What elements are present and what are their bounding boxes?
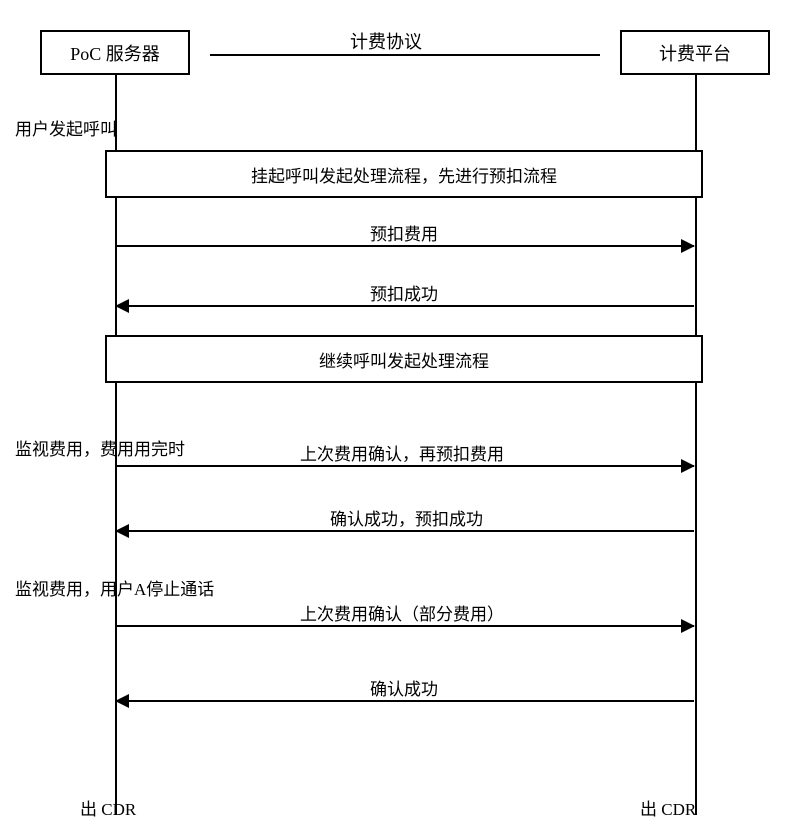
message-line [116, 625, 694, 627]
message-label: 预扣费用 [370, 220, 438, 245]
participant-billing-platform: 计费平台 [620, 30, 770, 75]
activation-label: 继续呼叫发起处理流程 [319, 347, 489, 372]
protocol-label: 计费协议 [350, 28, 422, 54]
message-line [116, 700, 694, 702]
arrow-left-icon [115, 524, 129, 538]
protocol-line [210, 54, 600, 56]
activation-continue-call: 继续呼叫发起处理流程 [105, 335, 703, 383]
message-label: 预扣成功 [370, 280, 438, 305]
arrow-left-icon [115, 299, 129, 313]
message-label: 确认成功 [370, 675, 438, 700]
message-line [116, 245, 694, 247]
note-user-initiates-call: 用户发起呼叫 [15, 115, 117, 140]
participant-poc-server: PoC 服务器 [40, 30, 190, 75]
note-monitor-fee-user-stop: 监视费用，用户A停止通话 [15, 575, 214, 600]
arrow-right-icon [681, 459, 695, 473]
activation-label: 挂起呼叫发起处理流程，先进行预扣流程 [251, 162, 557, 187]
participant-label: 计费平台 [659, 40, 731, 66]
activation-suspend-call: 挂起呼叫发起处理流程，先进行预扣流程 [105, 150, 703, 198]
arrow-left-icon [115, 694, 129, 708]
note-monitor-fee-runout: 监视费用，费用用完时 [15, 435, 185, 460]
arrow-right-icon [681, 239, 695, 253]
message-line [116, 465, 694, 467]
note-cdr-left: 出 CDR [80, 795, 136, 820]
message-label: 确认成功，预扣成功 [330, 505, 483, 530]
message-label: 上次费用确认（部分费用） [300, 600, 504, 625]
sequence-diagram: PoC 服务器 计费平台 计费协议 用户发起呼叫 监视费用，费用用完时 监视费用… [0, 0, 800, 829]
participant-label: PoC 服务器 [70, 40, 160, 66]
message-line [116, 530, 694, 532]
message-label: 上次费用确认，再预扣费用 [300, 440, 504, 465]
message-line [116, 305, 694, 307]
note-cdr-right: 出 CDR [640, 795, 696, 820]
arrow-right-icon [681, 619, 695, 633]
